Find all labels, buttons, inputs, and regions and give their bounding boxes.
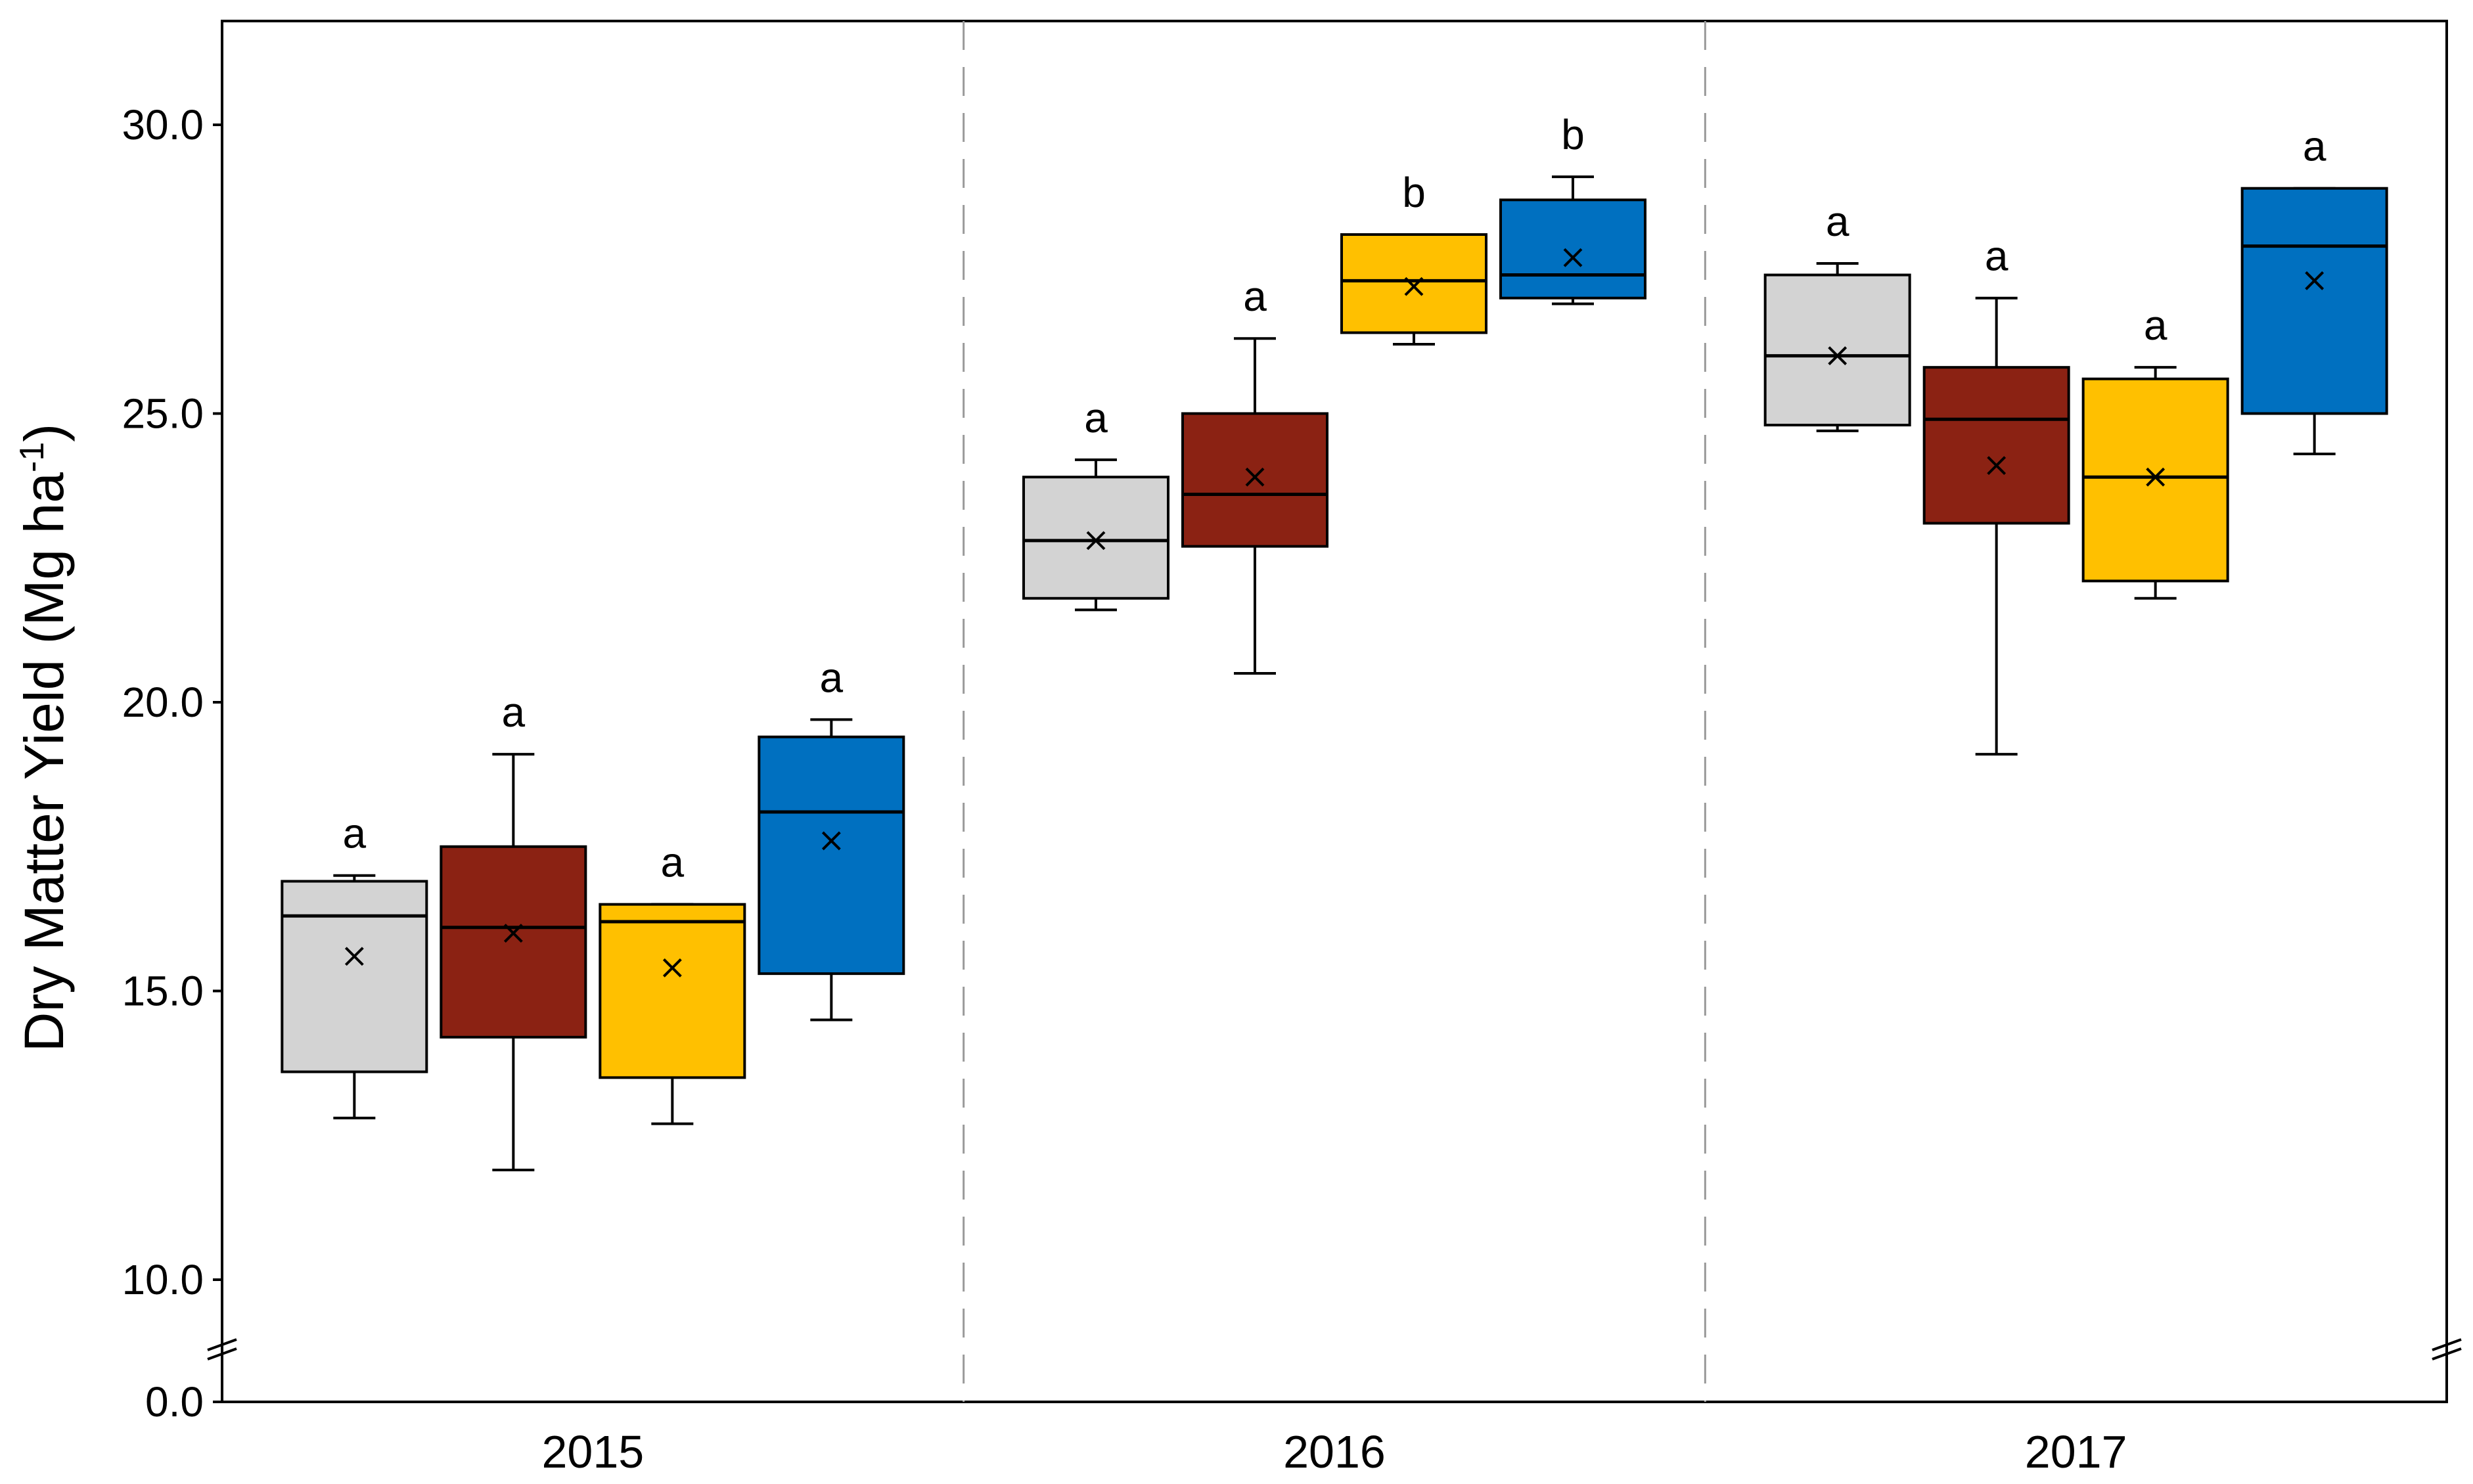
y-tick-label: 25.0 — [122, 390, 204, 438]
box-body — [599, 903, 746, 1079]
box-series: a a a a a a b b a a a a — [281, 111, 2388, 1171]
mean-marker — [1245, 467, 1265, 487]
box-2015-1: a — [281, 810, 428, 1119]
box-2017-3: a — [2081, 302, 2229, 600]
mean-marker-stroke — [1563, 248, 1583, 267]
significance-letter: a — [1084, 394, 1108, 441]
mean-marker-stroke — [1828, 346, 1848, 366]
significance-letter: a — [1243, 273, 1267, 320]
mean-marker-stroke — [2305, 271, 2325, 290]
year-group-2016: a a b b — [1022, 111, 1646, 675]
box-2016-4: b — [1499, 111, 1646, 305]
box-body — [758, 735, 905, 976]
y-tick-label: 15.0 — [122, 968, 204, 1015]
axis-break-right — [2432, 1338, 2462, 1360]
box-body — [1022, 476, 1169, 600]
mean-marker — [1563, 248, 1583, 267]
box-body — [440, 845, 587, 1039]
x-tick-label: 2015 — [541, 1426, 644, 1477]
plot-frame — [221, 20, 2448, 1403]
mean-marker-stroke — [1245, 467, 1265, 487]
mean-marker — [503, 924, 523, 943]
box-body — [1922, 366, 2070, 525]
axis-break-stroke — [2432, 1338, 2462, 1351]
mean-marker — [1828, 346, 1848, 366]
x-tick-label: 2017 — [2025, 1426, 2127, 1477]
mean-marker — [821, 831, 841, 851]
box-2016-2: a — [1181, 273, 1328, 675]
axis-break-left — [207, 1338, 237, 1360]
box-body — [1499, 198, 1646, 300]
box-2016-1: a — [1022, 394, 1169, 612]
significance-letter: a — [661, 839, 685, 886]
box-2017-2: a — [1922, 233, 2070, 756]
significance-letter: a — [1985, 233, 2008, 280]
significance-letter: a — [2144, 302, 2167, 349]
box-body — [2081, 377, 2229, 583]
year-group-2017: a a a a — [1763, 123, 2388, 756]
box-body — [281, 880, 428, 1073]
significance-letter: b — [1402, 169, 1426, 216]
mean-marker-stroke — [1086, 531, 1106, 551]
significance-letter: a — [343, 810, 367, 857]
x-axis: 2015 2016 2017 — [541, 1426, 2127, 1477]
y-tick-label: 10.0 — [122, 1256, 204, 1303]
mean-marker-stroke — [503, 924, 523, 943]
y-tick-label: 0.0 — [145, 1378, 204, 1426]
x-tick-label: 2016 — [1283, 1426, 1386, 1477]
axis-break-stroke — [2432, 1347, 2462, 1360]
box-2017-4: a — [2240, 123, 2388, 456]
significance-letter: b — [1561, 111, 1585, 158]
y-axis: 0.0 10.0 15.0 20.0 25.0 30.0 — [122, 101, 2462, 1426]
box-body — [2240, 187, 2388, 415]
y-tick-label: 20.0 — [122, 679, 204, 726]
box-2015-3: a — [599, 839, 746, 1125]
mean-marker-stroke — [1404, 277, 1424, 296]
year-group-2015: a a a a — [281, 654, 905, 1171]
box-2015-4: a — [758, 654, 905, 1022]
box-2016-3: b — [1340, 169, 1487, 346]
significance-letter: a — [820, 654, 844, 701]
y-axis-title-superscript: -1 — [13, 442, 51, 472]
box-body — [1181, 412, 1328, 548]
box-body — [1763, 273, 1911, 427]
mean-marker — [2305, 271, 2325, 290]
year-dividers — [963, 21, 1706, 1402]
mean-marker — [2146, 467, 2166, 487]
mean-marker-stroke — [2146, 467, 2166, 487]
y-tick-label: 30.0 — [122, 101, 204, 148]
y-axis-title: Dry Matter Yield (Mg ha-1) — [13, 424, 75, 1052]
y-axis-title-main: Dry Matter Yield (Mg ha — [13, 472, 75, 1052]
mean-marker — [1987, 456, 2007, 476]
box-2017-1: a — [1763, 198, 1911, 432]
box-body — [1340, 233, 1487, 334]
mean-marker-stroke — [821, 831, 841, 851]
mean-marker-stroke — [662, 958, 682, 978]
mean-marker — [662, 958, 682, 978]
significance-letter: a — [1826, 198, 1849, 245]
mean-marker — [1404, 277, 1424, 296]
mean-marker-stroke — [344, 947, 364, 966]
mean-marker-stroke — [1987, 456, 2007, 476]
axis-break-stroke — [207, 1347, 237, 1360]
plot-border — [221, 20, 2448, 1403]
significance-letter: a — [2303, 123, 2326, 170]
mean-marker — [1086, 531, 1106, 551]
mean-marker — [344, 947, 364, 966]
significance-letter: a — [502, 688, 526, 736]
box-2015-2: a — [440, 688, 587, 1171]
axis-break-stroke — [207, 1338, 237, 1351]
y-axis-title-close: ) — [13, 424, 75, 442]
